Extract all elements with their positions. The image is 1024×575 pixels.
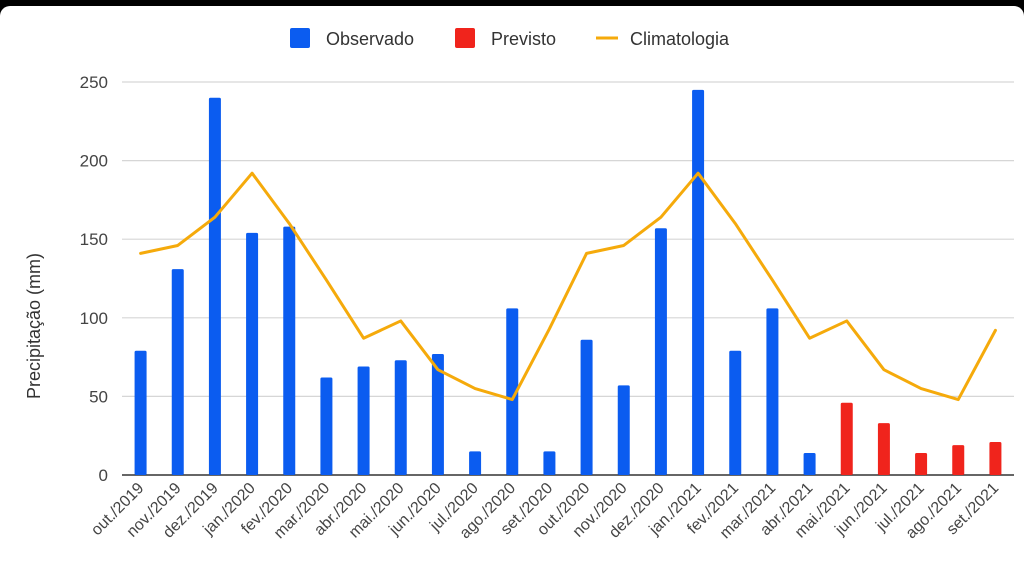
legend-item-observado[interactable]: Observado	[290, 28, 414, 49]
legend-item-climatologia[interactable]: Climatologia	[596, 29, 730, 49]
bar-previsto-set./2021	[989, 441, 1002, 475]
chart-canvas: out./2019 nov./2019 dez./2019 jan./2020 fev.…	[0, 6, 1024, 575]
line-climatologia	[139, 171, 997, 402]
legend-label: Climatologia	[630, 29, 730, 49]
legend-item-previsto[interactable]: Previsto	[455, 28, 556, 49]
bar-previsto-mai./2021	[840, 402, 853, 475]
bar-observado-nov./2020	[617, 385, 630, 475]
bar-observado-out./2020	[580, 339, 593, 475]
legend: Observado Previsto Climatologia	[290, 28, 730, 49]
y-tick-label: 250	[80, 73, 108, 92]
y-tick-label: 0	[99, 466, 108, 485]
bar-observado-fev./2021	[729, 350, 742, 475]
legend-label: Previsto	[491, 29, 556, 49]
legend-label: Observado	[326, 29, 414, 49]
bar-observado-abr./2021	[803, 452, 816, 475]
y-tick-label: 100	[80, 309, 108, 328]
bar-observado-ago./2020	[506, 308, 519, 475]
bar-observado-out./2019	[134, 350, 147, 475]
bar-observado-nov./2019	[171, 269, 184, 475]
bar-observado-mai./2020	[394, 360, 407, 475]
bar-observado-mar./2020	[320, 377, 333, 475]
bar-previsto-jun./2021	[877, 423, 890, 475]
bar-observado-jun./2020	[431, 353, 444, 475]
bar-observado-mar./2021	[766, 308, 779, 475]
y-tick-label: 150	[80, 230, 108, 249]
bar-observado-fev./2020	[283, 226, 296, 475]
legend-swatch	[455, 28, 475, 48]
y-tick-label: 200	[80, 152, 108, 171]
bar-observado-jul./2020	[469, 451, 482, 475]
legend-swatch	[290, 28, 310, 48]
bar-observado-dez./2019	[208, 97, 221, 475]
bar-previsto-jul./2021	[915, 452, 928, 475]
bar-previsto-ago./2021	[952, 445, 965, 475]
bar-observado-dez./2020	[654, 228, 667, 475]
bar-observado-abr./2020	[357, 366, 370, 475]
y-tick-label: 50	[89, 387, 108, 406]
bar-observado-jan./2021	[692, 89, 705, 476]
precipitation-chart: out./2019nov./2019dez./2019jan./2020fev.…	[24, 28, 1014, 542]
y-axis-label: Precipitação (mm)	[24, 253, 44, 399]
bar-observado-jan./2020	[246, 232, 259, 475]
bar-observado-set./2020	[543, 451, 556, 475]
